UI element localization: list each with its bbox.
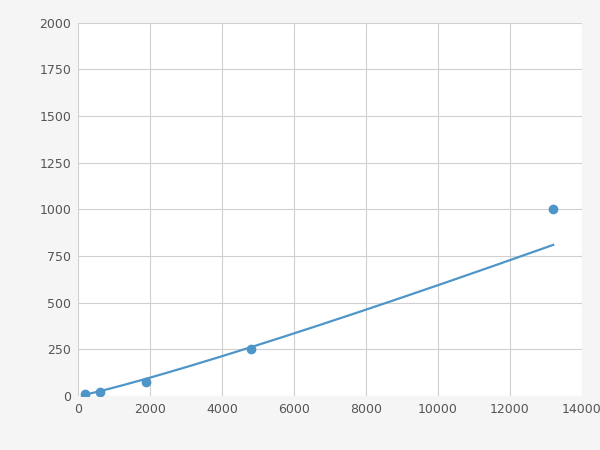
Point <box>142 378 151 386</box>
Point <box>246 346 256 353</box>
Point <box>80 391 90 398</box>
Point <box>548 206 558 213</box>
Point <box>95 389 104 396</box>
